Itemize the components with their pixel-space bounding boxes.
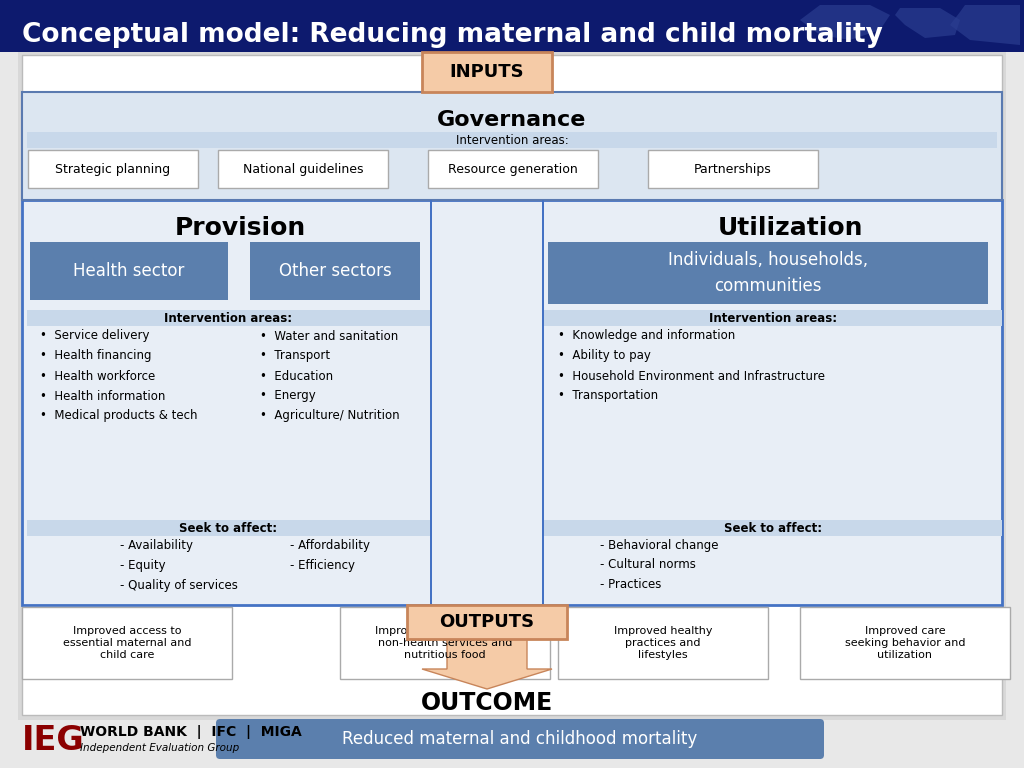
Bar	[27, 132, 997, 148]
Bar	[548, 242, 988, 304]
Text: - Affordability: - Affordability	[290, 538, 370, 551]
Text: •  Education: • Education	[260, 369, 333, 382]
Bar	[22, 92, 1002, 200]
Text: Improved healthy
practices and
lifestyles: Improved healthy practices and lifestyle…	[613, 627, 713, 660]
Bar	[800, 607, 1010, 679]
Text: Improved care
seeking behavior and
utilization: Improved care seeking behavior and utili…	[845, 627, 966, 660]
Bar	[407, 605, 567, 639]
Text: Intervention areas:: Intervention areas:	[456, 134, 568, 147]
Bar	[22, 607, 232, 679]
Text: Seek to affect:: Seek to affect:	[724, 521, 822, 535]
Bar	[340, 607, 550, 679]
Bar	[544, 520, 1002, 536]
Bar	[28, 150, 198, 188]
Bar	[22, 200, 1002, 605]
Bar	[22, 55, 1002, 715]
Text: •  Water and sanitation: • Water and sanitation	[260, 329, 398, 343]
Text: National guidelines: National guidelines	[243, 163, 364, 176]
Bar	[422, 52, 552, 92]
Text: Intervention areas:: Intervention areas:	[709, 312, 837, 325]
Text: Partnerships: Partnerships	[694, 163, 772, 176]
Text: - Equity: - Equity	[120, 558, 166, 571]
Text: •  Service delivery: • Service delivery	[40, 329, 150, 343]
Text: Improved access to
essential maternal and
child care: Improved access to essential maternal an…	[62, 627, 191, 660]
Text: - Availability: - Availability	[120, 538, 193, 551]
Text: Health sector: Health sector	[74, 262, 184, 280]
Text: Intervention areas:: Intervention areas:	[164, 312, 292, 325]
Bar	[544, 310, 1002, 326]
Polygon shape	[950, 5, 1020, 45]
Text: Conceptual model: Reducing maternal and child mortality: Conceptual model: Reducing maternal and …	[22, 22, 883, 48]
Text: Provision: Provision	[174, 216, 305, 240]
Text: - Quality of services: - Quality of services	[120, 578, 238, 591]
Text: - Cultural norms: - Cultural norms	[600, 558, 696, 571]
Bar	[430, 200, 432, 605]
Text: Other sectors: Other sectors	[279, 262, 391, 280]
Text: - Efficiency: - Efficiency	[290, 558, 355, 571]
Bar	[218, 150, 388, 188]
FancyBboxPatch shape	[216, 719, 824, 759]
Text: Independent Evaluation Group: Independent Evaluation Group	[80, 743, 240, 753]
Polygon shape	[895, 8, 961, 38]
Text: Resource generation: Resource generation	[449, 163, 578, 176]
Text: •  Household Environment and Infrastructure: • Household Environment and Infrastructu…	[558, 369, 825, 382]
Text: Governance: Governance	[437, 110, 587, 130]
Text: Utilization: Utilization	[717, 216, 863, 240]
Text: •  Health information: • Health information	[40, 389, 165, 402]
Polygon shape	[422, 639, 552, 689]
Text: WORLD BANK  |  IFC  |  MIGA: WORLD BANK | IFC | MIGA	[80, 725, 302, 739]
Text: Reduced maternal and childhood mortality: Reduced maternal and childhood mortality	[342, 730, 697, 748]
Text: •  Transport: • Transport	[260, 349, 330, 362]
Text: IEG: IEG	[22, 723, 85, 756]
Bar	[432, 55, 542, 605]
Text: Improved access to basic
non-health services and
nutritious food: Improved access to basic non-health serv…	[375, 627, 515, 660]
Text: •  Health workforce: • Health workforce	[40, 369, 156, 382]
Text: •  Agriculture/ Nutrition: • Agriculture/ Nutrition	[260, 409, 399, 422]
Bar	[558, 607, 768, 679]
Polygon shape	[800, 5, 890, 40]
Text: •  Ability to pay: • Ability to pay	[558, 349, 651, 362]
Text: INPUTS: INPUTS	[450, 63, 524, 81]
Bar	[428, 150, 598, 188]
Bar	[250, 242, 420, 300]
Text: - Practices: - Practices	[600, 578, 662, 591]
Text: OUTCOME: OUTCOME	[421, 691, 553, 715]
Bar	[27, 520, 430, 536]
Text: •  Transportation: • Transportation	[558, 389, 658, 402]
Text: •  Health financing: • Health financing	[40, 349, 152, 362]
Bar	[27, 310, 430, 326]
Text: - Behavioral change: - Behavioral change	[600, 538, 719, 551]
Text: OUTPUTS: OUTPUTS	[439, 613, 535, 631]
Text: •  Knowledge and information: • Knowledge and information	[558, 329, 735, 343]
Text: Strategic planning: Strategic planning	[55, 163, 171, 176]
Text: •  Medical products & tech: • Medical products & tech	[40, 409, 198, 422]
Bar	[30, 242, 228, 300]
Bar	[542, 200, 544, 605]
Bar	[0, 0, 1024, 52]
Bar	[18, 52, 1006, 720]
Bar	[648, 150, 818, 188]
Bar	[760, 0, 1024, 52]
Text: Seek to affect:: Seek to affect:	[179, 521, 278, 535]
Text: Individuals, households,
communities: Individuals, households, communities	[668, 251, 868, 295]
Text: •  Energy: • Energy	[260, 389, 315, 402]
